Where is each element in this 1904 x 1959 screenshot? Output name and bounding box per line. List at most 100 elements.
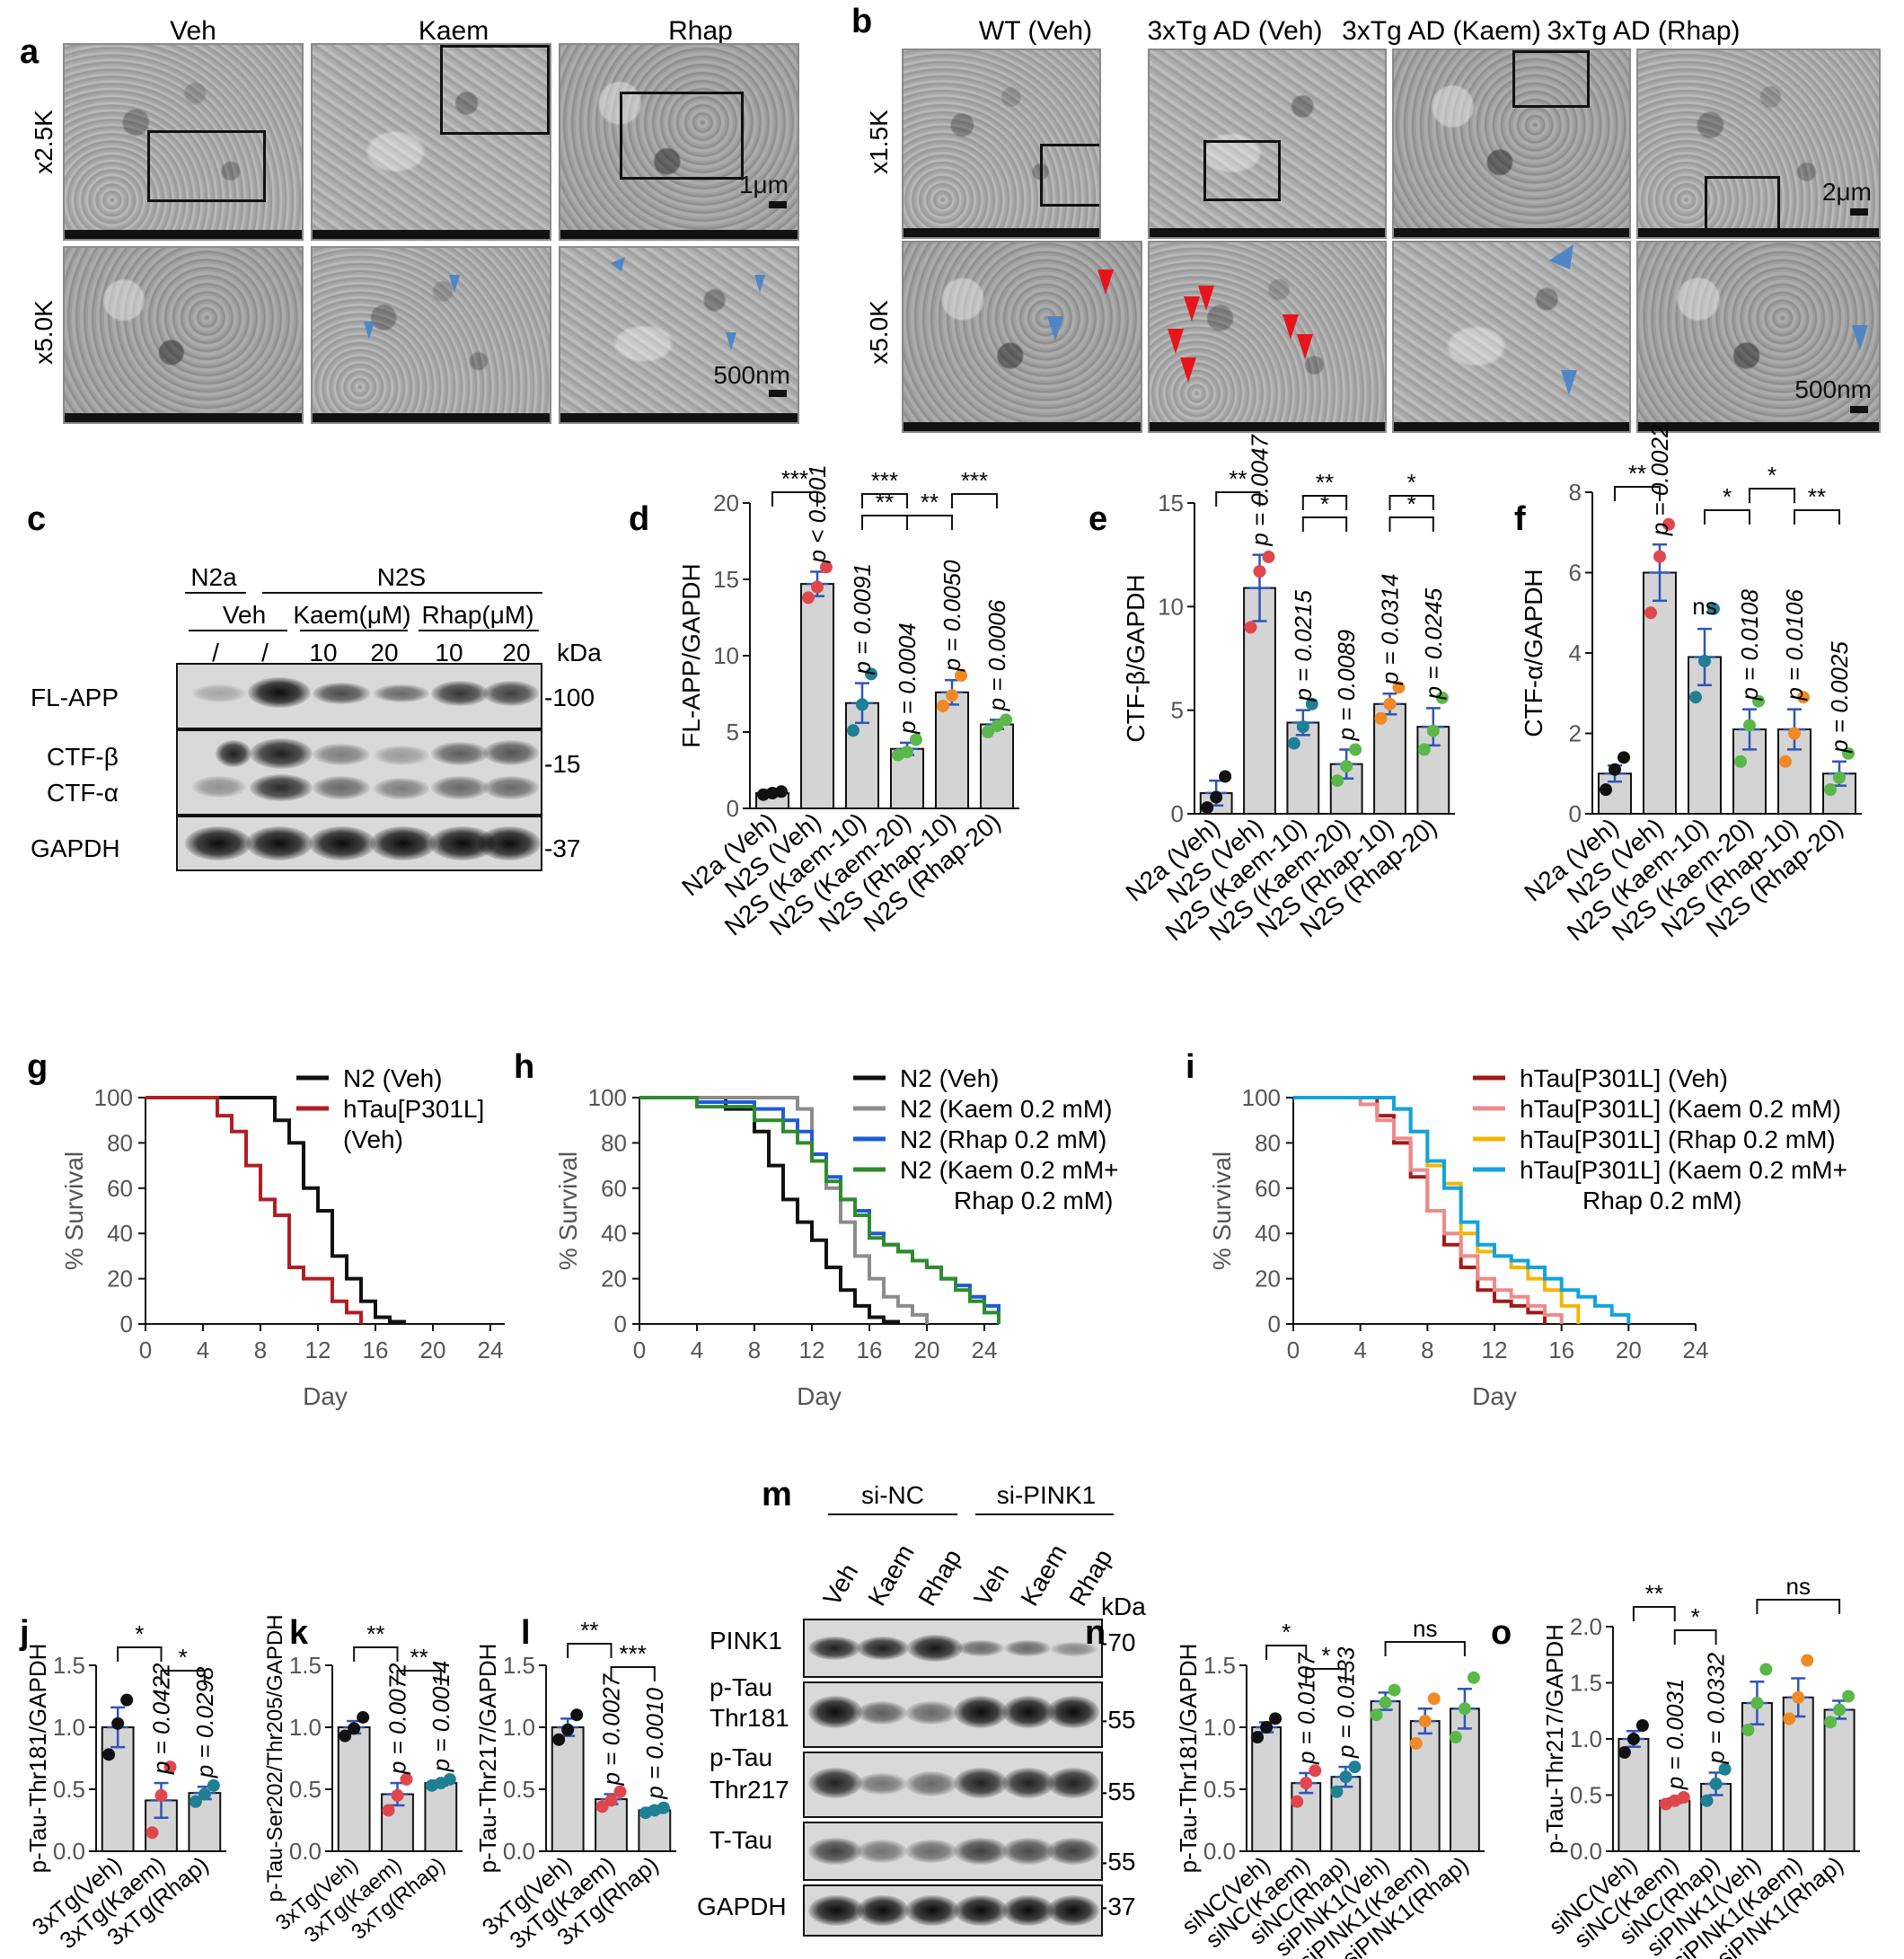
legend-label: hTau[P301L] [343, 1095, 484, 1123]
y-tick-label: 1.0 [503, 1714, 535, 1741]
significance-label: * [179, 1644, 188, 1671]
panel-b-col-1: WT (Veh) [979, 16, 1092, 46]
y-axis-label: CTF-β/GAPDH [1122, 574, 1150, 742]
data-point [1792, 1690, 1805, 1704]
y-tick-label: 0 [1268, 1310, 1281, 1337]
data-point [552, 1733, 566, 1746]
panel-a-labels: a Veh Kaem Rhap x2.5K x5.0K [20, 16, 733, 365]
data-point [1743, 719, 1756, 732]
blot-veh: Veh [223, 601, 266, 629]
em-image-b-3xtg-veh-low [1148, 49, 1387, 239]
data-point [604, 1794, 618, 1807]
data-point [1689, 691, 1702, 704]
y-tick-label: 40 [1255, 1220, 1281, 1247]
data-point [443, 1772, 456, 1786]
bar [424, 1782, 458, 1852]
data-point [1700, 1794, 1714, 1807]
bar [1291, 1782, 1322, 1852]
significance-bracket [567, 1643, 613, 1658]
data-point [1426, 724, 1440, 737]
inset-box [1512, 50, 1590, 108]
y-tick-label: 0.5 [503, 1776, 535, 1803]
p-value-label: p = 0.0106 [1781, 588, 1808, 701]
significance-label: ** [876, 489, 894, 516]
data-point [1305, 697, 1318, 710]
data-point [1269, 1712, 1283, 1725]
y-tick-label: 60 [601, 1175, 627, 1202]
panel-letter-j: j [19, 1614, 30, 1652]
em-image-a-rhap-low: 1μm [559, 43, 799, 241]
y-tick-label: 0.5 [1203, 1776, 1236, 1803]
x-tick-label: 0 [139, 1337, 152, 1363]
x-axis-label: Day [303, 1382, 348, 1410]
data-point [207, 1778, 220, 1792]
marker-55: -55 [1099, 1706, 1135, 1734]
data-point [1331, 774, 1344, 788]
y-tick-label: 0.5 [1570, 1782, 1602, 1809]
significance-label: * [1723, 483, 1732, 510]
data-point [1662, 517, 1675, 531]
panel-letter-n: n [1085, 1614, 1106, 1652]
red-arrowhead [1297, 334, 1313, 359]
y-tick-label: 0.5 [289, 1776, 322, 1803]
data-point [1842, 746, 1855, 760]
y-tick-label: 100 [1242, 1084, 1281, 1111]
data-point [382, 1804, 395, 1817]
bar [980, 723, 1014, 809]
significance-label: ** [1808, 483, 1826, 510]
significance-bracket [861, 515, 908, 530]
data-point [1707, 602, 1720, 615]
chart-i: 0 20 40 60 80 100 0 4 8 12 16 20 24 Day % Survival hTau… [1208, 1064, 1847, 1410]
significance-bracket [1388, 495, 1434, 510]
data-point [1783, 1712, 1796, 1725]
significance-bracket [771, 491, 818, 507]
y-tick-label: 1.0 [1570, 1725, 1602, 1752]
panel-b-col-4: 3xTg AD (Rhap) [1547, 16, 1740, 46]
marker-100: -100 [544, 684, 595, 711]
data-point [657, 1801, 670, 1814]
bar [800, 583, 834, 809]
panel-letter-e: e [1089, 500, 1107, 538]
y-tick-label: 60 [107, 1175, 133, 1202]
y-tick-label: 15 [1158, 490, 1184, 516]
lane-label: 10 [309, 639, 337, 666]
blue-arrowhead [1852, 325, 1868, 350]
data-point [1260, 1721, 1274, 1734]
y-tick-label: 0.0 [53, 1838, 85, 1865]
x-tick-label: 20 [914, 1337, 940, 1363]
blot-ctf [176, 729, 542, 816]
data-point [1797, 691, 1810, 704]
significance-bracket [1756, 1599, 1841, 1614]
inset-box [620, 92, 744, 180]
data-point [811, 580, 824, 594]
data-point [595, 1800, 609, 1813]
data-point [1734, 754, 1747, 768]
data-point [163, 1760, 177, 1774]
data-point [937, 700, 949, 713]
chart-j: 0.00.51.01.5p-Tau-Thr181/GAPDH3xTg(Veh)3… [24, 1620, 226, 1955]
data-point [1417, 743, 1431, 756]
p-value-label: p = 0.0050 [939, 560, 965, 672]
y-tick-label: 5 [727, 719, 739, 746]
significance-label: * [1407, 490, 1416, 517]
y-tick-label: 20 [713, 490, 739, 516]
p-value-label: p = 0.0089 [1333, 630, 1360, 742]
data-point [1779, 754, 1792, 768]
y-tick-label: 0.5 [53, 1776, 85, 1803]
data-point [1824, 783, 1837, 797]
significance-label: * [1320, 490, 1329, 517]
blot-row-ptau217-l2: Thr217 [710, 1776, 789, 1804]
panel-letter-k: k [289, 1614, 309, 1652]
chart-h: 0 20 40 60 80 100 0 4 8 12 16 20 24 Day % Survival N2 (… [554, 1064, 1119, 1410]
p-value-label: p = 0.0004 [894, 622, 921, 735]
y-axis-label: p-Tau-Thr217/GAPDH [474, 1644, 501, 1874]
data-point [1339, 1770, 1353, 1784]
data-point [1383, 697, 1397, 710]
data-point [1287, 737, 1300, 750]
significance-bracket [1384, 1641, 1466, 1656]
blot-row-gapdh: GAPDH [31, 834, 120, 862]
data-point [1833, 1703, 1847, 1716]
x-tick-label: 8 [748, 1337, 761, 1363]
x-axis-label: Day [797, 1382, 842, 1410]
